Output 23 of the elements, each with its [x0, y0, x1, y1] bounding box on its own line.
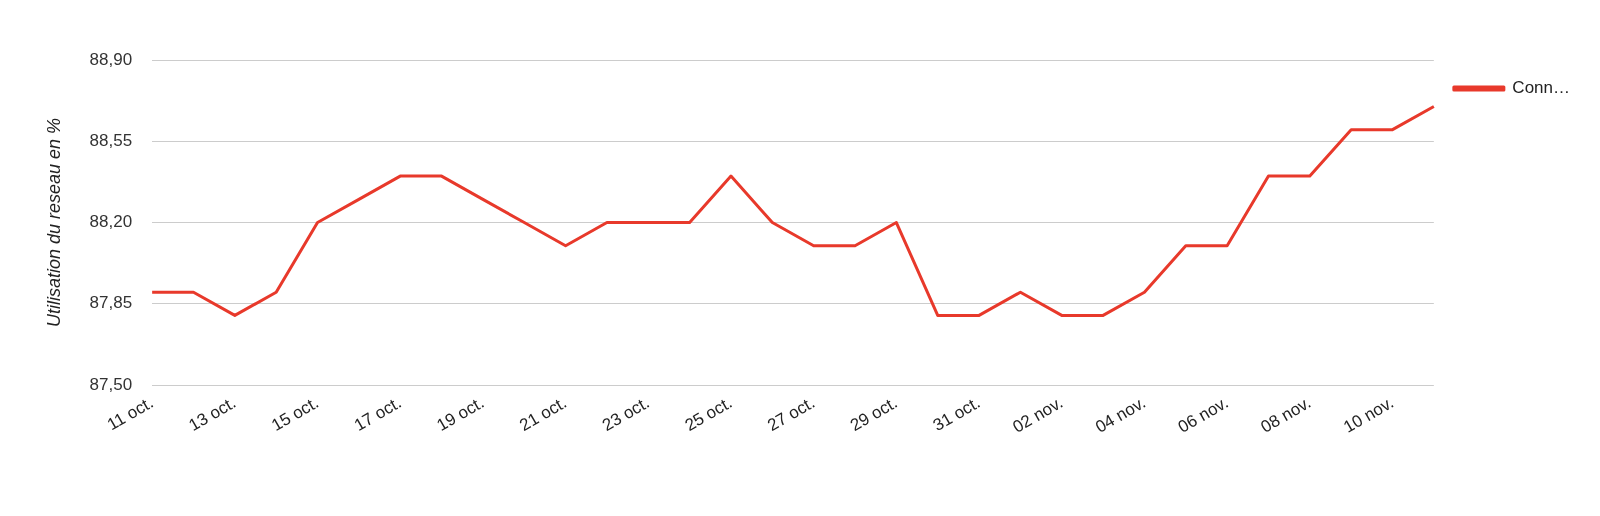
x-tick-label: 08 nov.: [1257, 392, 1315, 437]
x-tick-label: 19 oct.: [433, 392, 488, 435]
x-tick-label: 21 oct.: [516, 392, 570, 435]
x-tick-label: 10 nov.: [1340, 392, 1397, 437]
y-axis-title: Utilisation du reseau en %: [43, 117, 64, 328]
x-tick-label: 06 nov.: [1174, 392, 1232, 437]
x-tick-label: 23 oct.: [598, 392, 653, 435]
y-tick-label: 87,50: [89, 374, 133, 394]
y-tick-label: 88,55: [89, 130, 133, 150]
x-tick-label: 13 oct.: [185, 392, 240, 435]
x-tick-label: 04 nov.: [1092, 392, 1149, 437]
x-tick-label: 27 oct.: [764, 392, 819, 435]
x-tick-label: 02 nov.: [1009, 392, 1067, 437]
x-tick-label: 11 oct.: [103, 392, 157, 435]
y-tick-label: 88,20: [89, 212, 133, 232]
x-tick-label: 15 oct.: [268, 392, 322, 435]
legend-label: Conn…: [1512, 78, 1570, 98]
y-tick-label: 88,90: [89, 49, 133, 69]
x-tick-label: 17 oct.: [350, 392, 405, 435]
y-tick-label: 87,85: [89, 293, 133, 313]
x-tick-label: 25 oct.: [681, 392, 736, 435]
x-tick-label: 29 oct.: [847, 392, 901, 435]
x-tick-label: 31 oct.: [929, 392, 984, 435]
